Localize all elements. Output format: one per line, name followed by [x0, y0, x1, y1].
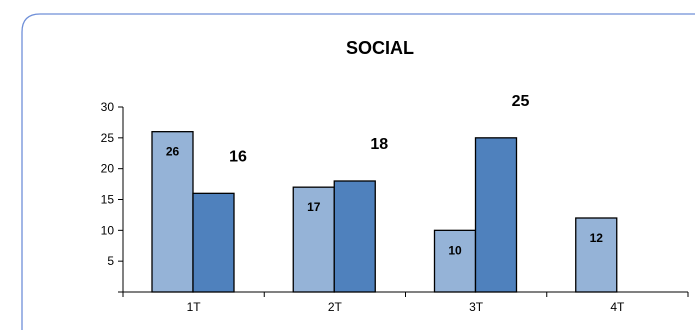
chart-title: SOCIAL [346, 38, 414, 58]
data-label-series-1-1T: 26 [166, 145, 180, 159]
bar-series-1-4T [575, 217, 618, 293]
x-tick-label-2T: 2T [328, 300, 343, 314]
y-tick-label: 10 [101, 223, 115, 237]
data-label-series-1-3T: 10 [448, 243, 462, 257]
y-tick-label: 15 [101, 193, 115, 207]
x-tick-label-4T: 4T [610, 300, 625, 314]
chart-border [21, 13, 695, 330]
y-tick-label: 25 [101, 131, 115, 145]
bar-series-2-3T [474, 137, 518, 293]
data-label-series-1-4T: 12 [590, 231, 604, 245]
bar-series-1-3T [433, 229, 477, 293]
y-tick-label: 20 [101, 162, 115, 176]
y-tick-label: 5 [107, 254, 114, 268]
data-label-series-2-3T: 25 [512, 93, 530, 110]
data-label-series-2-1T: 16 [229, 148, 247, 165]
bar-series-2-1T [192, 192, 235, 293]
x-tick-label-1T: 1T [187, 300, 202, 314]
data-label-series-2-2T: 18 [370, 136, 388, 153]
data-label-series-1-2T: 17 [307, 200, 321, 214]
bar-series-2-2T [333, 180, 376, 293]
y-tick-label: 30 [101, 100, 115, 114]
x-tick-label-3T: 3T [469, 300, 484, 314]
